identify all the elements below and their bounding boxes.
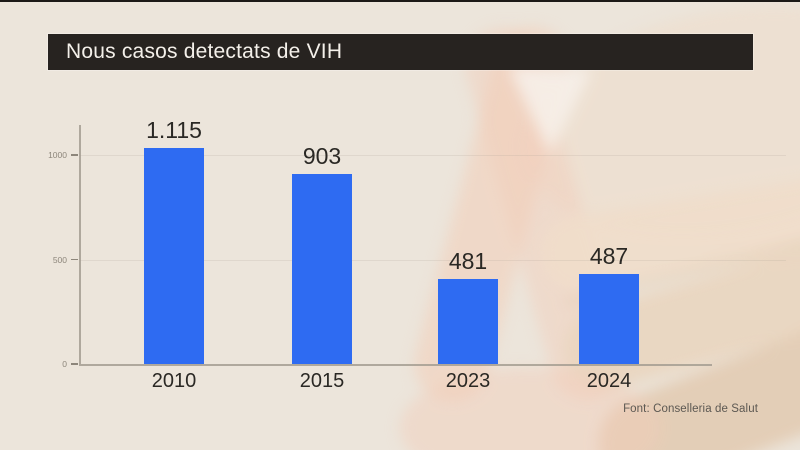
value-label-2023: 481 — [448, 248, 488, 274]
y-tick-label: 500 — [52, 254, 67, 265]
y-gridline — [80, 259, 786, 261]
bar-2010 — [144, 148, 204, 364]
category-label-2023: 2023 — [445, 370, 491, 392]
y-tick-mark — [71, 154, 78, 156]
value-label-2015: 903 — [302, 143, 342, 169]
value-label-2010: 1.115 — [146, 117, 202, 143]
y-tick-mark — [71, 363, 78, 365]
bar-2024 — [579, 274, 639, 364]
bar-2015 — [292, 174, 352, 364]
y-tick-mark — [71, 258, 78, 260]
y-tick-label: 0 — [62, 359, 67, 369]
x-axis — [79, 364, 712, 366]
category-label-2024: 2024 — [586, 370, 632, 392]
y-axis — [79, 125, 81, 364]
chart-title: Nous casos detectats de VIH — [66, 40, 343, 63]
y-gridline — [80, 155, 786, 156]
value-label-2024: 487 — [589, 243, 629, 269]
bar-2023 — [438, 279, 498, 364]
chart-title-bar: Nous casos detectats de VIH — [48, 34, 753, 70]
category-label-2010: 2010 — [151, 370, 197, 392]
category-label-2015: 2015 — [299, 370, 345, 392]
source-attribution: Font: Conselleria de Salut — [623, 403, 758, 415]
top-edge-line — [0, 0, 800, 2]
y-tick-label: 1000 — [48, 150, 67, 160]
